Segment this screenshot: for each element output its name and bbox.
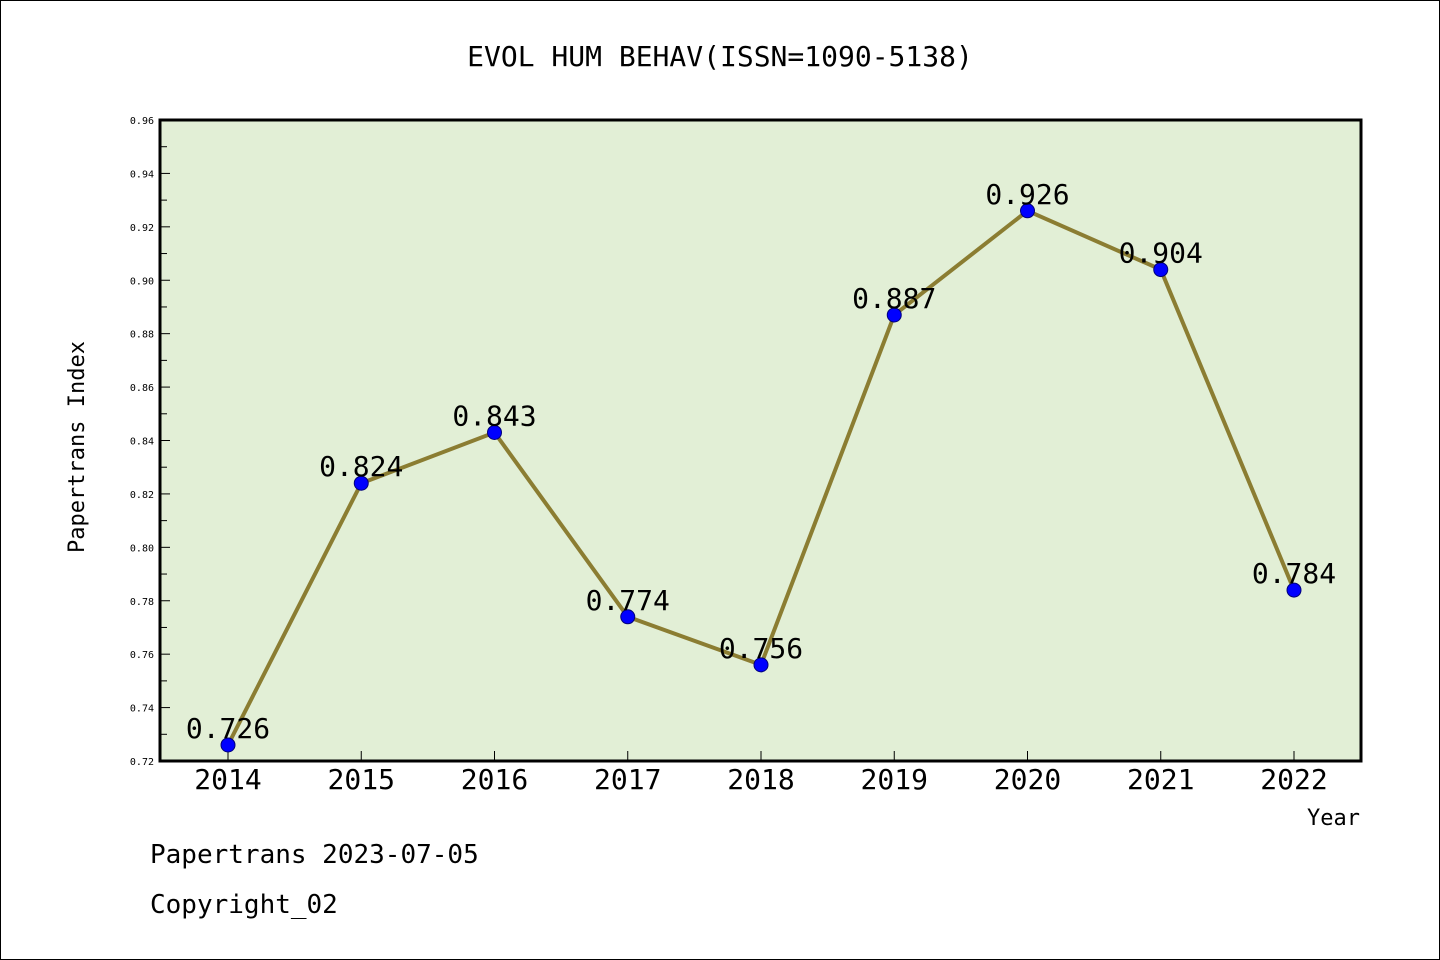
data-point: [487, 424, 502, 440]
x-tick-label: 2016: [461, 763, 528, 796]
y-tick-label: 0.96: [130, 116, 154, 127]
data-label: 0.887: [852, 282, 936, 315]
data-points: [220, 203, 1302, 753]
y-tick-label: 0.78: [130, 597, 154, 608]
data-label: 0.843: [452, 399, 536, 432]
footer-copyright: Copyright_02: [150, 890, 338, 920]
data-label: 0.926: [985, 178, 1069, 211]
x-tick-label: 2018: [727, 763, 794, 796]
x-tick-label: 2021: [1127, 763, 1194, 796]
y-tick-label: 0.92: [130, 223, 154, 234]
y-tick-label: 0.80: [130, 543, 154, 554]
x-axis: 2014 2015 2016 2017 2018 2019 2020 2021 2022: [194, 751, 1328, 796]
y-tick-label: 0.74: [130, 704, 154, 715]
x-tick-label: 2017: [594, 763, 661, 796]
data-label: 0.756: [719, 632, 803, 665]
data-point: [753, 657, 769, 673]
x-tick-label: 2015: [328, 763, 395, 796]
y-tick-label: 0.94: [130, 169, 154, 180]
x-tick-label: 2019: [861, 763, 928, 796]
data-label: 0.824: [319, 450, 403, 483]
chart-title: EVOL HUM BEHAV(ISSN=1090-5138): [467, 40, 973, 73]
y-tick-label: 0.86: [130, 383, 154, 394]
data-label: 0.726: [186, 712, 270, 745]
y-tick-label: 0.72: [130, 757, 154, 768]
data-point: [1286, 582, 1302, 598]
x-tick-label: 2020: [994, 763, 1061, 796]
data-point: [886, 307, 902, 323]
data-point: [220, 737, 236, 753]
y-tick-label: 0.76: [130, 650, 154, 661]
data-point: [353, 475, 369, 491]
x-axis-label: Year: [1307, 806, 1360, 831]
footer-date: Papertrans 2023-07-05: [150, 840, 479, 870]
data-point: [1153, 262, 1169, 278]
x-tick-label: 2014: [194, 763, 261, 796]
data-label: 0.784: [1252, 557, 1336, 590]
x-tick-label: 2022: [1260, 763, 1327, 796]
data-label: 0.774: [586, 584, 670, 617]
y-tick-label: 0.88: [130, 330, 154, 341]
data-label: 0.904: [1119, 237, 1203, 270]
y-tick-label: 0.82: [130, 490, 154, 501]
y-axis-label: Papertrans Index: [65, 341, 90, 553]
data-point: [1020, 203, 1035, 219]
data-point: [620, 609, 636, 625]
plot-area: [160, 120, 1361, 761]
data-labels: 0.726 0.824 0.843 0.774 0.756 0.887 0.926 0.904…: [186, 178, 1336, 745]
y-tick-label: 0.84: [130, 437, 154, 448]
plot-border: [158, 118, 1363, 763]
y-tick-label: 0.90: [130, 276, 154, 287]
